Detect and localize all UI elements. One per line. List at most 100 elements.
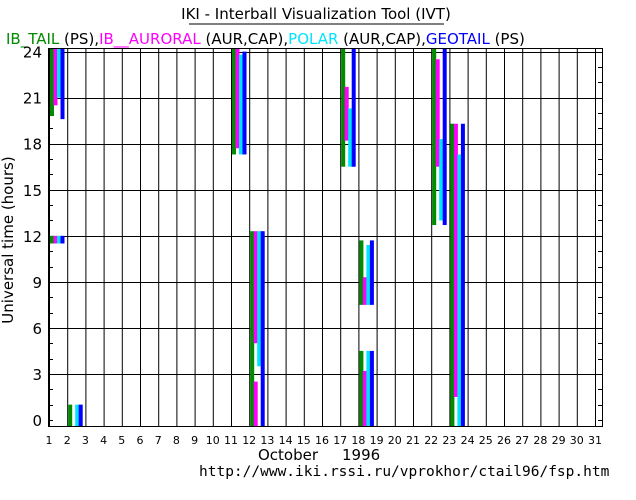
bar-geotail (242, 51, 247, 155)
bar-ib-auroral (435, 59, 440, 167)
x-tick-label: 13 (260, 434, 274, 447)
bar-ib-auroral (453, 123, 458, 397)
y-tick-label: 15 (23, 182, 42, 200)
x-tick-label: 12 (242, 434, 256, 447)
x-tick-label: 5 (118, 434, 125, 447)
x-tick-label: 30 (570, 434, 584, 447)
y-tick-label: 24 (23, 44, 42, 62)
x-tick-label: 31 (588, 434, 602, 447)
bar-ib-auroral (53, 48, 58, 106)
y-ticks: 0 3 6 9 12 15 18 21 24 (23, 44, 42, 430)
bar-ib-auroral (362, 277, 367, 305)
x-tick-label: 9 (191, 434, 198, 447)
bar-ib-tail (50, 235, 54, 244)
x-axis-year: 1996 (342, 446, 380, 464)
bar-polar (348, 108, 353, 167)
bar-ib-tail (432, 48, 437, 226)
y-tick-label: 21 (23, 90, 42, 108)
footer-url: http://www.iki.rssi.ru/vprokhor/ctail96/… (199, 464, 610, 480)
x-tick-label: 6 (137, 434, 144, 447)
x-tick-label: 17 (333, 434, 347, 447)
legend-series-name: IB__AURORAL (99, 30, 201, 49)
bar-polar (257, 231, 262, 367)
legend-series-suffix: (PS) (490, 30, 525, 48)
bar-ib-tail (341, 48, 346, 167)
bar-ib-tail (359, 240, 364, 305)
bar-geotail (369, 240, 374, 305)
plot-frame (48, 48, 603, 427)
x-tick-label: 2 (64, 434, 71, 447)
x-tick-label: 28 (533, 434, 547, 447)
chart-legend: IB_TAIL (PS),IB__AURORAL (AUR,CAP),POLAR… (6, 30, 525, 49)
y-tick-label: 3 (32, 366, 42, 384)
x-tick-label: 26 (497, 434, 511, 447)
bar-polar (57, 48, 61, 98)
bar-ib-auroral (53, 235, 58, 244)
bar-ib-tail (359, 350, 364, 427)
x-tick-label: 25 (479, 434, 493, 447)
bar-ib-auroral (253, 381, 258, 427)
bar-ib-auroral (362, 370, 367, 427)
bar-polar (457, 154, 462, 427)
y-tick-label: 0 (32, 412, 42, 430)
bar-geotail (351, 48, 356, 167)
bars (50, 48, 465, 428)
x-tick-label: 10 (206, 434, 220, 447)
x-tick-label: 18 (351, 434, 365, 447)
y-axis-label: Universal time (hours) (0, 156, 17, 323)
x-tick-label: 21 (406, 434, 420, 447)
bar-ib-auroral (235, 48, 240, 149)
bar-polar (57, 235, 61, 244)
bar-polar (75, 404, 80, 427)
bar-ib-tail (250, 231, 255, 427)
x-tick-label: 1 (46, 434, 53, 447)
bar-polar (366, 350, 371, 427)
x-tick-label: 20 (388, 434, 402, 447)
y-tick-label: 12 (23, 228, 42, 246)
bar-geotail (60, 48, 65, 120)
legend-series-suffix: (AUR,CAP), (338, 30, 425, 48)
bar-geotail (460, 123, 465, 428)
bar-ib-tail (50, 48, 54, 117)
bar-ib-auroral (253, 231, 258, 344)
bar-geotail (369, 350, 374, 427)
chart-title: IKI - Interball Visualization Tool (IVT) (181, 5, 451, 23)
bar-polar (366, 245, 371, 305)
bar-ib-tail (68, 404, 73, 427)
y-tick-label: 9 (32, 274, 42, 292)
x-tick-label: 7 (155, 434, 162, 447)
bar-geotail (60, 235, 65, 244)
bar-ib-tail (232, 48, 236, 155)
x-tick-label: 8 (173, 434, 180, 447)
bar-geotail (442, 48, 447, 226)
x-tick-label: 14 (279, 434, 293, 447)
y-tick-label: 6 (32, 320, 42, 338)
x-tick-label: 15 (297, 434, 311, 447)
bar-ib-tail (450, 123, 455, 428)
legend-series-suffix: (AUR,CAP), (201, 30, 288, 48)
x-tick-label: 24 (461, 434, 475, 447)
x-tick-label: 3 (82, 434, 89, 447)
grid (48, 48, 603, 427)
x-tick-label: 23 (442, 434, 456, 447)
x-tick-label: 27 (515, 434, 529, 447)
x-tick-label: 22 (424, 434, 438, 447)
legend-series-name: POLAR (288, 30, 338, 48)
x-ticks: 1 2 3 4 5 6 7 8 9 10 11 12 13 14 15 16 17 18 19 20 21 22 23 24 2… (46, 434, 603, 447)
bar-polar (439, 139, 444, 221)
x-axis-month: October (258, 446, 319, 464)
x-tick-label: 29 (552, 434, 566, 447)
y-tick-label: 18 (23, 136, 42, 154)
x-tick-label: 11 (224, 434, 238, 447)
legend-series-suffix: (PS), (59, 30, 99, 48)
bar-geotail (260, 231, 265, 427)
bar-geotail (78, 404, 83, 427)
legend-series-name: IB_TAIL (6, 30, 60, 49)
x-tick-label: 4 (100, 434, 107, 447)
x-tick-label: 16 (315, 434, 329, 447)
bar-ib-auroral (344, 86, 349, 141)
legend-series-name: GEOTAIL (426, 30, 491, 48)
x-tick-label: 19 (370, 434, 384, 447)
bar-polar (239, 54, 243, 155)
